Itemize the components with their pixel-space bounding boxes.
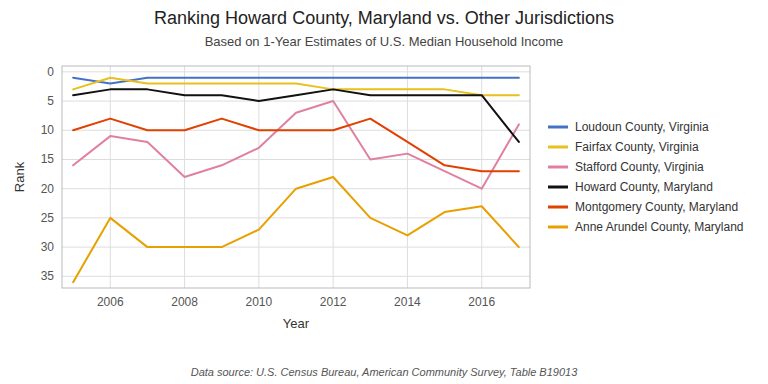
- x-tick-label: 2012: [320, 295, 347, 309]
- legend-entry: Anne Arundel County, Maryland: [575, 220, 744, 234]
- legend-entry: Stafford County, Virginia: [575, 160, 704, 174]
- x-tick-label: 2010: [246, 295, 273, 309]
- series-line: [73, 101, 519, 189]
- y-grid-line: [62, 247, 530, 248]
- y-grid-line: [62, 159, 530, 160]
- legend: Loudoun County, Virginia Fairfax County, …: [548, 120, 744, 234]
- legend-swatch: [548, 206, 568, 209]
- y-tick-label: 20: [41, 182, 55, 196]
- legend-entry: Fairfax County, Virginia: [575, 140, 699, 154]
- y-axis-label: Rank: [12, 161, 27, 192]
- chart: Ranking Howard County, Maryland vs. Othe…: [0, 0, 768, 384]
- x-tick-label: 2008: [171, 295, 198, 309]
- y-grid-line: [62, 101, 530, 102]
- legend-swatch: [548, 186, 568, 189]
- x-tick-label: 2014: [394, 295, 421, 309]
- y-tick-label: 25: [41, 211, 55, 225]
- x-tick-label: 2006: [97, 295, 124, 309]
- series-line: [73, 119, 519, 172]
- legend-swatch: [548, 166, 568, 169]
- grid: [62, 66, 530, 288]
- series-line: [73, 177, 519, 282]
- series-line: [73, 89, 519, 142]
- series-group: [73, 78, 519, 282]
- legend-entry: Howard County, Maryland: [575, 180, 713, 194]
- y-tick-label: 5: [47, 94, 54, 108]
- x-grid-line: [481, 66, 482, 288]
- y-grid-line: [62, 71, 530, 72]
- y-tick-label: 30: [41, 240, 55, 254]
- x-tick-label: 2016: [468, 295, 495, 309]
- subtitle: Based on 1-Year Estimates of U.S. Median…: [205, 34, 564, 49]
- y-tick-label: 10: [41, 123, 55, 137]
- y-grid-line: [62, 276, 530, 277]
- plot-frame: [62, 66, 530, 288]
- legend-entry: Loudoun County, Virginia: [575, 120, 709, 134]
- x-grid-line: [110, 66, 111, 288]
- footnote: Data source: U.S. Census Bureau, America…: [191, 366, 578, 378]
- legend-entry: Montgomery County, Maryland: [575, 200, 738, 214]
- y-tick-label: 35: [41, 269, 55, 283]
- y-tick-label: 15: [41, 152, 55, 166]
- legend-swatch: [548, 226, 568, 229]
- x-axis-label: Year: [283, 316, 310, 331]
- series-line: [73, 78, 519, 96]
- legend-swatch: [548, 146, 568, 149]
- y-grid-line: [62, 217, 530, 218]
- legend-swatch: [548, 126, 568, 129]
- y-tick-label: 0: [47, 65, 54, 79]
- title: Ranking Howard County, Maryland vs. Othe…: [154, 8, 614, 28]
- x-grid-line: [407, 66, 408, 288]
- x-grid-line: [258, 66, 259, 288]
